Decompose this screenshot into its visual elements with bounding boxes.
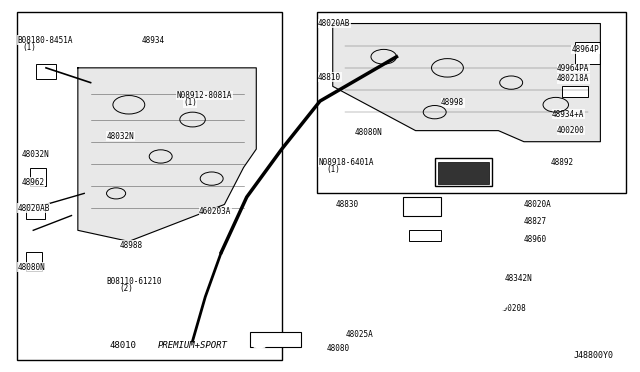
Text: 48988: 48988 — [119, 241, 142, 250]
Circle shape — [428, 294, 437, 299]
Text: 460203A: 460203A — [199, 207, 231, 217]
Text: (1): (1) — [22, 43, 36, 52]
Text: 48810: 48810 — [318, 73, 341, 81]
Text: 48892: 48892 — [550, 158, 574, 167]
Text: 490208: 490208 — [499, 304, 526, 313]
FancyBboxPatch shape — [435, 158, 492, 186]
Text: B08180-8451A: B08180-8451A — [17, 36, 73, 45]
Text: 480218A: 480218A — [557, 74, 589, 83]
Text: 48020AB: 48020AB — [318, 19, 351, 28]
Circle shape — [493, 316, 502, 321]
Text: (1): (1) — [183, 99, 197, 108]
Text: 48080N: 48080N — [355, 128, 383, 137]
Text: N08912-8081A: N08912-8081A — [177, 91, 232, 100]
Text: J48800Y0: J48800Y0 — [573, 350, 613, 359]
Circle shape — [460, 288, 492, 306]
Text: (1): (1) — [326, 165, 340, 174]
FancyBboxPatch shape — [562, 86, 588, 97]
Text: 48080N: 48080N — [17, 263, 45, 272]
FancyBboxPatch shape — [36, 64, 56, 79]
Text: 48010: 48010 — [109, 341, 136, 350]
Text: 48020AB: 48020AB — [17, 203, 50, 213]
Text: PREMIUM+SPORT: PREMIUM+SPORT — [157, 341, 227, 350]
FancyBboxPatch shape — [17, 13, 282, 359]
Text: 49964PA: 49964PA — [557, 64, 589, 73]
Circle shape — [450, 316, 459, 321]
Text: 48032N: 48032N — [106, 132, 134, 141]
FancyBboxPatch shape — [575, 42, 600, 64]
Text: 48080: 48080 — [326, 344, 349, 353]
FancyBboxPatch shape — [317, 13, 626, 193]
FancyBboxPatch shape — [30, 167, 46, 186]
Text: 48827: 48827 — [524, 217, 547, 226]
FancyBboxPatch shape — [403, 197, 441, 215]
Text: 48964P: 48964P — [572, 45, 600, 54]
Text: 48342N: 48342N — [505, 274, 532, 283]
Text: N08918-6401A: N08918-6401A — [318, 157, 374, 167]
Circle shape — [422, 265, 531, 328]
Text: 48934+A: 48934+A — [552, 109, 584, 119]
FancyBboxPatch shape — [438, 162, 489, 184]
FancyBboxPatch shape — [26, 253, 42, 271]
Text: B08110-61210: B08110-61210 — [106, 278, 162, 286]
Text: 48830: 48830 — [336, 200, 359, 209]
Text: (2): (2) — [119, 284, 133, 293]
Text: 48025A: 48025A — [346, 330, 373, 339]
Circle shape — [493, 272, 502, 278]
Polygon shape — [333, 23, 600, 142]
Text: 48962: 48962 — [22, 178, 45, 187]
FancyBboxPatch shape — [409, 230, 441, 241]
Polygon shape — [78, 68, 256, 241]
FancyBboxPatch shape — [26, 205, 45, 219]
Circle shape — [450, 272, 459, 278]
Circle shape — [441, 276, 511, 317]
Circle shape — [515, 294, 524, 299]
Text: 48934: 48934 — [141, 36, 164, 45]
Circle shape — [252, 340, 267, 349]
Text: 48998: 48998 — [441, 99, 464, 108]
FancyBboxPatch shape — [250, 332, 301, 347]
Text: 400200: 400200 — [557, 126, 585, 135]
Text: 48032N: 48032N — [22, 150, 49, 159]
Text: 48020A: 48020A — [524, 200, 552, 209]
Text: 48960: 48960 — [524, 235, 547, 244]
